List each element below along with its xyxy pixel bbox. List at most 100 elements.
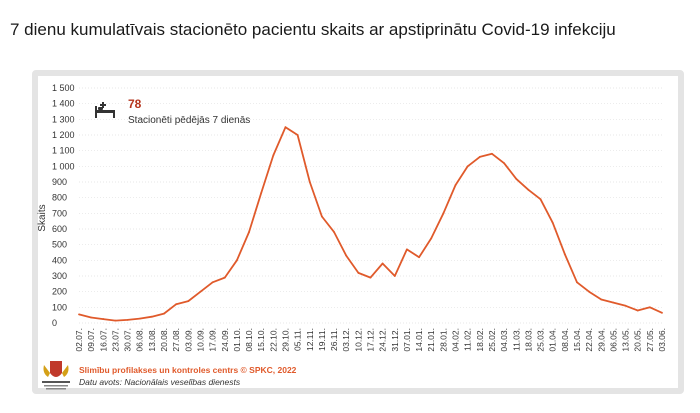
- x-tick-label: 16.07.: [98, 328, 108, 352]
- y-tick-label: 800: [52, 193, 67, 203]
- y-tick-label: 500: [52, 240, 67, 250]
- x-tick-label: 03.12.: [341, 328, 351, 352]
- data-point: [138, 317, 141, 320]
- source-organization: Slimību profilakses un kontroles centrs …: [79, 365, 297, 375]
- data-point: [454, 184, 457, 187]
- data-point: [357, 271, 360, 274]
- y-tick-label: 100: [52, 302, 67, 312]
- x-tick-label: 20.08.: [159, 328, 169, 352]
- x-tick-label: 03.06.: [657, 328, 667, 352]
- data-point: [406, 248, 408, 251]
- x-tick-label: 29.10.: [280, 328, 290, 352]
- x-tick-label: 27.08.: [171, 328, 181, 352]
- data-point: [661, 311, 663, 314]
- data-point: [442, 212, 445, 215]
- data-point: [150, 315, 153, 318]
- x-tick-label: 05.11.: [293, 328, 303, 351]
- data-point: [491, 152, 493, 155]
- y-tick-label: 900: [52, 177, 67, 187]
- x-tick-label: 27.05.: [645, 328, 655, 352]
- x-tick-label: 25.02.: [487, 328, 497, 352]
- y-tick-label: 600: [52, 224, 67, 234]
- data-points: [78, 126, 663, 322]
- data-point: [527, 188, 530, 191]
- x-tick-label: 15.04.: [572, 328, 582, 352]
- data-point: [223, 276, 226, 279]
- page-title: 7 dienu kumulatīvais stacionēto pacientu…: [10, 20, 616, 39]
- y-tick-label: 1 500: [52, 83, 75, 93]
- data-point: [539, 198, 542, 201]
- x-tick-label: 12.11.: [305, 328, 315, 351]
- x-tick-label: 17.12.: [366, 328, 376, 352]
- data-point: [430, 237, 433, 240]
- y-tick-label: 200: [52, 287, 67, 297]
- x-tick-label: 17.09.: [208, 328, 218, 352]
- x-tick-label: 31.12.: [390, 328, 400, 352]
- data-point: [102, 318, 105, 320]
- y-tick-label: 300: [52, 271, 67, 281]
- data-point: [636, 309, 639, 312]
- grid-lines: [79, 87, 662, 324]
- x-tick-label: 28.01.: [438, 328, 448, 352]
- data-point: [163, 312, 165, 315]
- x-tick-label: 26.11.: [329, 328, 339, 351]
- data-point: [126, 318, 129, 321]
- x-tick-label: 04.02.: [451, 328, 461, 352]
- x-tick-label: 30.07.: [123, 328, 133, 352]
- x-tick-label: 24.12.: [378, 328, 388, 352]
- data-point: [114, 319, 117, 322]
- x-tick-label: 06.05.: [608, 328, 618, 352]
- y-tick-label: 1 200: [52, 130, 75, 140]
- x-tick-label: 02.07.: [74, 328, 84, 352]
- data-point: [624, 304, 627, 307]
- x-tick-label: 01.10.: [232, 328, 242, 352]
- x-tick-label: 08.04.: [560, 328, 570, 352]
- x-tick-label: 11.03.: [511, 328, 521, 351]
- data-point: [260, 192, 263, 194]
- x-tick-label: 23.07.: [110, 328, 120, 352]
- data-point: [78, 313, 80, 316]
- data-point: [235, 259, 238, 262]
- x-tick-label: 18.03.: [523, 328, 533, 352]
- data-point: [418, 256, 420, 259]
- y-tick-label: 400: [52, 255, 67, 265]
- x-tick-label: 13.05.: [621, 328, 631, 352]
- data-point: [503, 162, 506, 165]
- y-tick-label: 1 400: [52, 99, 75, 109]
- data-point: [588, 290, 591, 293]
- x-tick-label: 10.09.: [195, 328, 205, 352]
- data-point: [466, 165, 469, 168]
- data-point: [369, 276, 372, 279]
- x-tick-label: 10.12.: [353, 328, 363, 352]
- y-axis-label: Skaits: [37, 204, 48, 231]
- data-point: [321, 215, 323, 218]
- x-tick-label: 24.09.: [220, 328, 230, 352]
- data-point: [308, 181, 311, 183]
- data-point: [381, 262, 384, 265]
- x-tick-label: 21.01.: [426, 328, 436, 352]
- data-point: [345, 254, 348, 257]
- stat-label: Stacionēti pēdējās 7 dienās: [128, 115, 251, 126]
- data-point: [199, 290, 202, 293]
- x-tick-label: 20.05.: [633, 328, 643, 352]
- data-point: [612, 301, 615, 304]
- x-tick-label: 01.04.: [548, 328, 558, 352]
- y-tick-label: 1 300: [52, 114, 75, 124]
- x-tick-label: 29.04.: [596, 328, 606, 352]
- data-point: [248, 231, 250, 234]
- data-point: [551, 221, 554, 224]
- y-tick-label: 700: [52, 208, 67, 218]
- data-point: [563, 253, 566, 255]
- hospital-bed-icon: [93, 100, 117, 120]
- data-point: [175, 303, 178, 306]
- data-point: [211, 281, 214, 284]
- x-tick-label: 19.11.: [317, 328, 327, 351]
- y-tick-label: 0: [52, 318, 57, 328]
- data-point: [296, 134, 299, 136]
- x-tick-label: 22.10.: [268, 328, 278, 352]
- x-tick-label: 09.07.: [86, 328, 96, 352]
- data-point: [393, 275, 396, 277]
- x-tick-label: 07.01.: [402, 328, 412, 352]
- x-axis-ticks: 02.07. 09.07. 16.07. 23.07. 30.07. 06.08. 13.0…: [74, 328, 667, 352]
